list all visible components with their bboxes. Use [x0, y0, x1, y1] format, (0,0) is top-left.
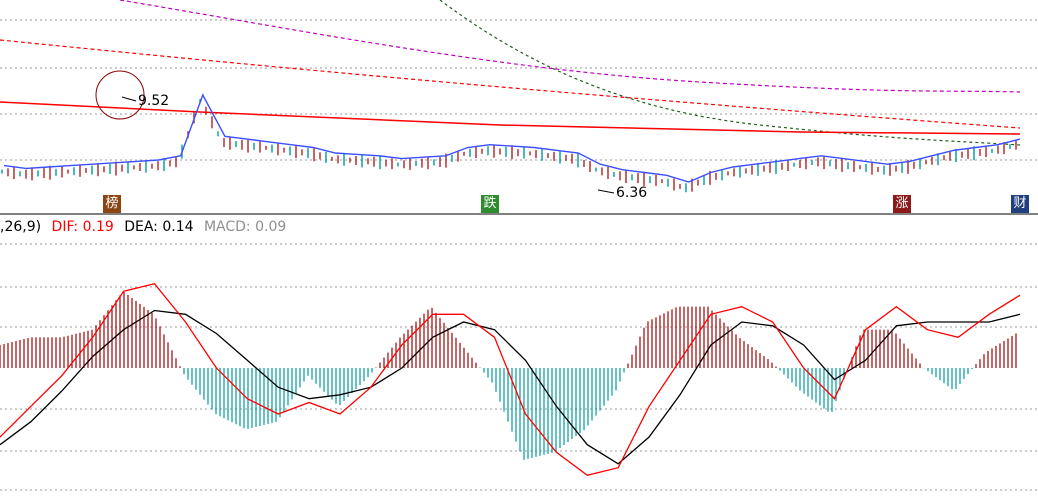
dashed-ma-green: [439, 0, 1021, 146]
macd-params: ,26,9): [0, 219, 42, 235]
ma-line-red: [0, 101, 1021, 135]
marker-bang[interactable]: 榜: [103, 195, 121, 213]
dashed-ma-purple: [119, 0, 1021, 93]
high-price-label: 9.52: [138, 93, 170, 109]
high-arrow: [121, 96, 137, 102]
price-candles: [1, 99, 1017, 193]
dashed-ma-red: [0, 39, 1021, 129]
marker-cai[interactable]: 财: [1011, 195, 1029, 213]
macd-lines: [0, 282, 1021, 477]
grid-lines: [0, 19, 1038, 491]
price-annotations: [95, 70, 615, 194]
macd-value: MACD: 0.09: [203, 219, 287, 235]
dea-value: DEA: 0.14: [124, 219, 194, 235]
low-arrow: [597, 189, 615, 194]
macd-legend: ,26,9) DIF: 0.19 DEA: 0.14 MACD: 0.09: [0, 217, 292, 237]
macd-histogram: [0, 291, 1017, 460]
marker-zhang[interactable]: 涨: [893, 195, 911, 213]
price-moving-averages: [0, 93, 1021, 183]
dea-line: [0, 309, 1021, 465]
dif-value: DIF: 0.19: [51, 219, 114, 235]
price-dashed-lines: [0, 0, 1021, 146]
high-circle: [95, 70, 145, 120]
dif-line: [0, 282, 1021, 477]
low-price-label: 6.36: [616, 185, 648, 201]
ma-line-blue: [3, 93, 1021, 183]
marker-die[interactable]: 跌: [481, 195, 499, 213]
